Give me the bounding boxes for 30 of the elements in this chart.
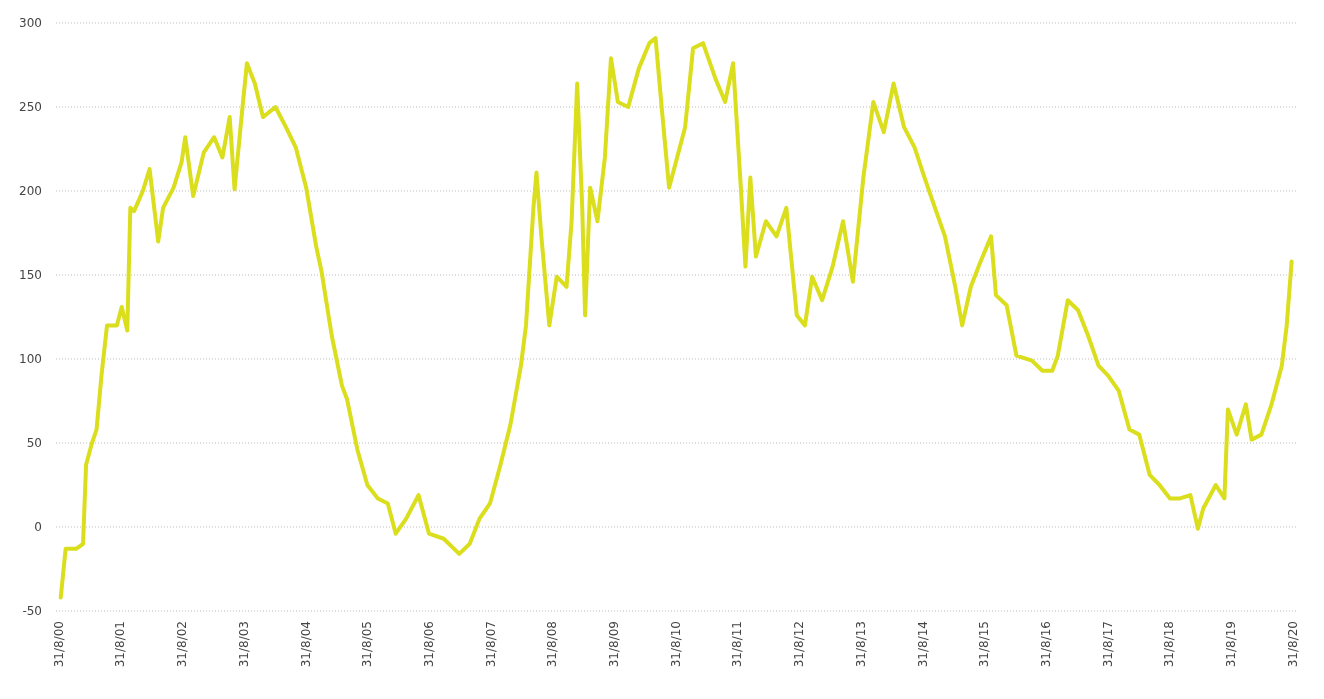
y-tick-label: 250 bbox=[19, 100, 42, 115]
y-tick-label: 150 bbox=[19, 268, 42, 283]
x-tick-label: 31/8/12 bbox=[792, 621, 807, 668]
x-tick-label: 31/8/13 bbox=[853, 621, 868, 668]
x-tick-label: 31/8/11 bbox=[730, 621, 745, 668]
x-tick-label: 31/8/03 bbox=[236, 621, 251, 668]
x-tick-label: 31/8/09 bbox=[607, 621, 622, 668]
x-tick-label: 31/8/16 bbox=[1039, 621, 1053, 668]
x-tick-label: 31/8/19 bbox=[1223, 621, 1238, 668]
x-tick-label: 31/8/15 bbox=[977, 621, 992, 668]
x-tick-label: 31/8/08 bbox=[545, 621, 560, 668]
x-tick-label: 31/8/07 bbox=[483, 621, 498, 668]
y-tick-label: 50 bbox=[26, 436, 42, 451]
x-tick-label: 31/8/20 bbox=[1285, 621, 1300, 668]
line-series bbox=[58, 36, 1294, 600]
y-tick-label: 0 bbox=[34, 520, 42, 535]
x-tick-label: 31/8/18 bbox=[1162, 621, 1177, 668]
x-tick-label: 31/8/05 bbox=[360, 621, 375, 668]
x-tick-label: 31/8/10 bbox=[668, 621, 683, 668]
x-tick-label: 31/8/00 bbox=[51, 621, 66, 668]
x-tick-label: 31/8/06 bbox=[421, 621, 436, 668]
x-tick-label: 31/8/17 bbox=[1100, 621, 1115, 668]
y-tick-label: -50 bbox=[22, 604, 42, 619]
x-tick-label: 31/8/01 bbox=[113, 621, 128, 668]
x-tick-label: 31/8/14 bbox=[915, 621, 930, 668]
x-tick-label: 31/8/04 bbox=[298, 621, 313, 668]
y-tick-label: 200 bbox=[19, 184, 42, 199]
y-tick-label: 100 bbox=[19, 352, 42, 367]
y-tick-label: 300 bbox=[19, 16, 42, 31]
x-tick-label: 31/8/02 bbox=[175, 621, 190, 668]
